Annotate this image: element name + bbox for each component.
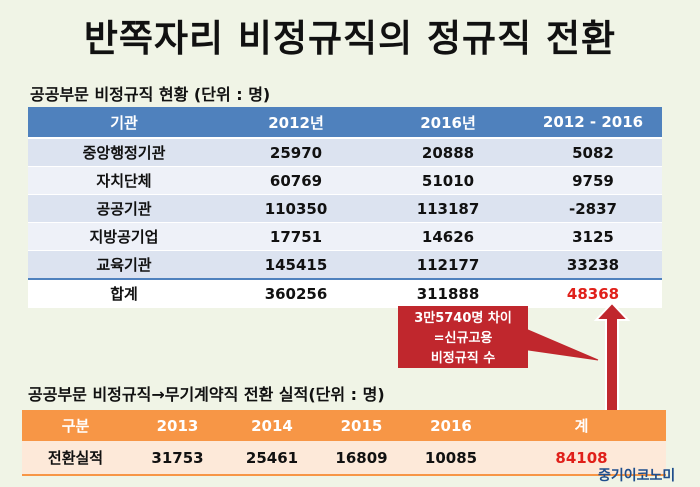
- table-row: 공공기관 110350 113187 -2837: [28, 194, 662, 223]
- callout-line2: =신규고용: [433, 331, 493, 346]
- table-header-row: 기관 2012년 2016년 2012 - 2016: [28, 107, 662, 139]
- cell-diff: 5082: [524, 138, 662, 167]
- cell-2012: 145415: [220, 250, 372, 280]
- cell-2016: 51010: [372, 166, 524, 195]
- cell-diff: 9759: [524, 166, 662, 195]
- cell-agency: 중앙행정기관: [28, 138, 220, 167]
- cell-agency: 지방공기업: [28, 222, 220, 251]
- col-header-2012: 2012년: [220, 107, 372, 139]
- cell-2016: 10085: [405, 441, 497, 476]
- table-row: 교육기관 145415 112177 33238: [28, 250, 662, 280]
- publisher-logo: 중기이코노미: [598, 468, 676, 484]
- cell-agency: 자치단체: [28, 166, 220, 195]
- col-header-2013: 2013: [129, 410, 226, 441]
- cell-total: 84108: [497, 441, 666, 476]
- cell-total-2016: 311888: [372, 278, 524, 308]
- cell-agency: 교육기관: [28, 250, 220, 280]
- cell-diff: -2837: [524, 194, 662, 223]
- col-header-2016: 2016: [405, 410, 497, 441]
- cell-category: 전환실적: [22, 441, 129, 476]
- difference-callout: 3만5740명 차이 =신규고용 비정규직 수: [398, 306, 528, 368]
- cell-2013: 31753: [129, 441, 226, 476]
- cell-total-diff: 48368: [524, 278, 662, 308]
- page-title: 반쪽자리 비정규직의 정규직 전환: [83, 17, 617, 60]
- cell-agency: 공공기관: [28, 194, 220, 223]
- cell-diff: 3125: [524, 222, 662, 251]
- cell-2012: 25970: [220, 138, 372, 167]
- callout-line3: 비정규직 수: [430, 351, 496, 366]
- cell-2012: 110350: [220, 194, 372, 223]
- cell-total-label: 합계: [28, 278, 220, 308]
- cell-2015: 16809: [318, 441, 405, 476]
- table-row: 전환실적 31753 25461 16809 10085 84108: [22, 441, 666, 476]
- cell-2012: 60769: [220, 166, 372, 195]
- cell-diff: 33238: [524, 250, 662, 280]
- col-header-2015: 2015: [318, 410, 405, 441]
- conversion-results-table: 구분 2013 2014 2015 2016 계 전환실적 31753 2546…: [22, 410, 666, 476]
- col-header-category: 구분: [22, 410, 129, 441]
- table-row: 자치단체 60769 51010 9759: [28, 166, 662, 195]
- table2-caption: 공공부문 비정규직→무기계약직 전환 실적(단위 : 명): [28, 385, 385, 404]
- col-header-total: 계: [497, 410, 666, 441]
- col-header-diff: 2012 - 2016: [524, 107, 662, 139]
- col-header-2014: 2014: [226, 410, 318, 441]
- cell-2016: 113187: [372, 194, 524, 223]
- cell-2014: 25461: [226, 441, 318, 476]
- col-header-2016: 2016년: [372, 107, 524, 139]
- callout-pointer: [527, 329, 599, 361]
- col-header-agency: 기관: [28, 107, 220, 139]
- table-row: 중앙행정기관 25970 20888 5082: [28, 138, 662, 167]
- cell-2016: 112177: [372, 250, 524, 280]
- cell-total-2012: 360256: [220, 278, 372, 308]
- noncontract-status-table: 기관 2012년 2016년 2012 - 2016 중앙행정기관 25970 …: [28, 107, 662, 308]
- total-row: 합계 360256 311888 48368: [28, 278, 662, 308]
- cell-2016: 20888: [372, 138, 524, 167]
- callout-line1: 3만5740명 차이: [414, 311, 512, 326]
- table-header-row: 구분 2013 2014 2015 2016 계: [22, 410, 666, 441]
- table1-caption: 공공부문 비정규직 현황 (단위 : 명): [30, 85, 271, 104]
- table-row: 지방공기업 17751 14626 3125: [28, 222, 662, 251]
- cell-2012: 17751: [220, 222, 372, 251]
- cell-2016: 14626: [372, 222, 524, 251]
